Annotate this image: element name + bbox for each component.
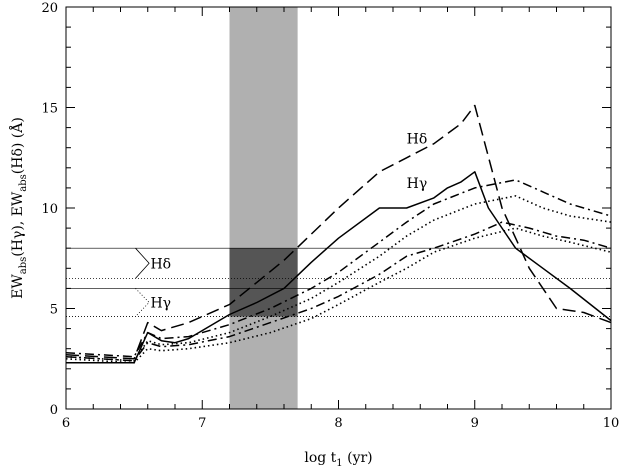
x-tick-label: 8 bbox=[334, 416, 342, 431]
age-shaded-band bbox=[229, 7, 298, 409]
y-axis-label-part: EW bbox=[10, 274, 26, 299]
y-tick-label: 15 bbox=[41, 102, 58, 117]
y-axis-label-part: (Hγ), EW bbox=[10, 191, 26, 257]
bracket-label: Hγ bbox=[150, 295, 171, 311]
bracket-label: Hδ bbox=[150, 256, 171, 272]
x-axis-label-main: log t bbox=[304, 450, 336, 466]
x-tick-label: 9 bbox=[471, 416, 479, 431]
y-tick-label: 5 bbox=[50, 303, 58, 318]
curve-label: Hγ bbox=[407, 176, 428, 192]
y-tick-label: 0 bbox=[50, 403, 58, 418]
reference-lines-layer bbox=[66, 247, 611, 317]
bracket-label-layer: Hδ Hγ bbox=[135, 247, 171, 317]
y-axis-label-part: (Hδ) (Å) bbox=[8, 117, 26, 174]
y-axis-label: EWabs(Hγ), EWabs(Hδ) (Å) bbox=[8, 117, 29, 299]
x-axis-label-unit: (yr) bbox=[343, 450, 373, 466]
bracket-marker bbox=[135, 288, 150, 317]
series-layer bbox=[65, 104, 612, 364]
y-tick-label: 10 bbox=[41, 202, 58, 217]
y-axis-label-subscript: abs bbox=[18, 257, 29, 275]
x-axis-label: log t1 (yr) bbox=[304, 450, 372, 469]
series-line-1 bbox=[65, 104, 612, 360]
series-line-3 bbox=[65, 179, 612, 358]
y-tick-label: 20 bbox=[41, 1, 58, 16]
curve-label: Hδ bbox=[407, 132, 428, 148]
shaded-band-layer bbox=[229, 7, 298, 409]
y-axis-label-subscript: abs bbox=[18, 174, 29, 192]
bracket-marker bbox=[135, 247, 150, 279]
series-line-5 bbox=[65, 221, 612, 362]
plot-frame bbox=[65, 6, 612, 410]
ticks-layer: 6 7 8 9 10 0 5 10 15 20 bbox=[41, 1, 619, 431]
x-axis-label-subscript: 1 bbox=[336, 458, 342, 469]
x-tick-label: 6 bbox=[62, 416, 70, 431]
x-tick-label: 10 bbox=[603, 416, 620, 431]
curve-label-layer: Hδ Hγ bbox=[407, 132, 428, 192]
overlap-dark-region bbox=[229, 248, 298, 317]
x-tick-label: 7 bbox=[198, 416, 206, 431]
series-line-2 bbox=[66, 171, 612, 364]
